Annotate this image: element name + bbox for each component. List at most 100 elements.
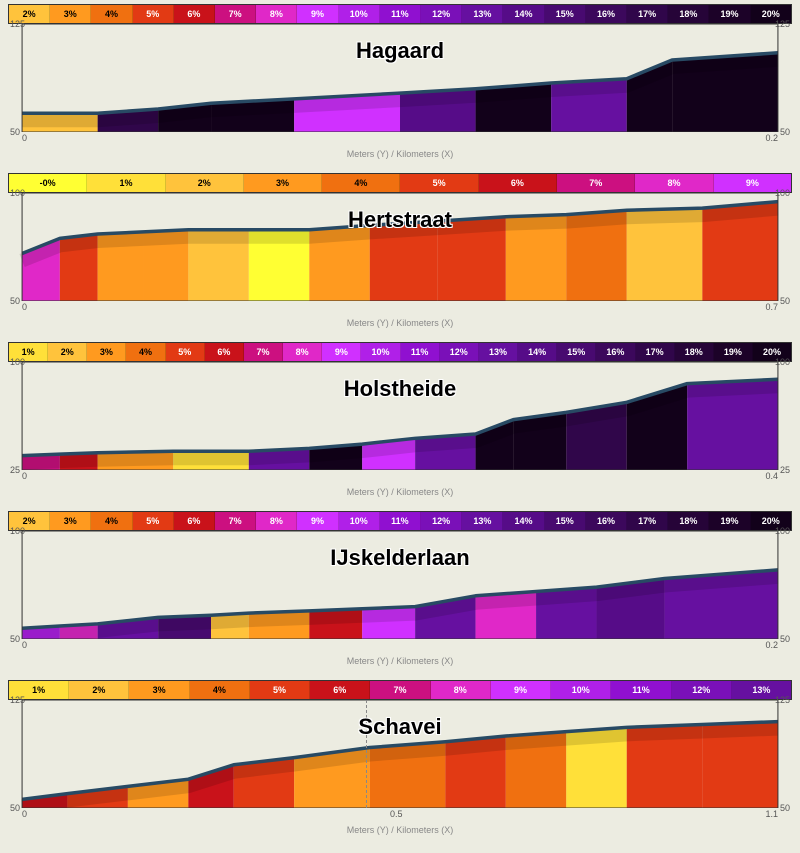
legend-cell: 9% — [297, 512, 338, 530]
y-tick: 125 — [10, 695, 25, 705]
legend-cell: 19% — [714, 343, 753, 361]
legend-cell: 11% — [380, 512, 421, 530]
legend-cell: 4% — [91, 512, 132, 530]
legend-cell: 13% — [462, 5, 503, 23]
legend-cell: 7% — [557, 174, 635, 192]
legend-cell: 6% — [479, 174, 557, 192]
legend-cell: 3% — [244, 174, 322, 192]
axis-label: Meters (Y) / Kilometers (X) — [8, 487, 792, 497]
legend-cell: 4% — [190, 681, 250, 699]
legend-cell: 15% — [557, 343, 596, 361]
legend-cell: 10% — [339, 512, 380, 530]
gradient-legend: 1%2%3%4%5%6%7%8%9%10%11%12%13% — [8, 680, 792, 700]
legend-cell: 10% — [551, 681, 611, 699]
legend-cell: 9% — [491, 681, 551, 699]
legend-cell: 3% — [50, 512, 91, 530]
legend-cell: 3% — [50, 5, 91, 23]
elevation-chart: 5050125125Schavei — [8, 700, 792, 808]
legend-cell: 6% — [205, 343, 244, 361]
elevation-panel-holstheide: 1%2%3%4%5%6%7%8%9%10%11%12%13%14%15%16%1… — [8, 342, 792, 497]
legend-cell: 14% — [503, 512, 544, 530]
y-tick: 50 — [10, 803, 20, 813]
x-tick: 0 — [22, 133, 27, 143]
y-tick: 100 — [775, 357, 790, 367]
legend-cell: 11% — [401, 343, 440, 361]
x-tick: 0.7 — [765, 302, 778, 312]
legend-cell: 10% — [339, 5, 380, 23]
legend-cell: 9% — [297, 5, 338, 23]
y-tick: 100 — [10, 526, 25, 536]
legend-cell: 5% — [166, 343, 205, 361]
y-tick: 50 — [10, 127, 20, 137]
x-tick: 0.5 — [390, 809, 403, 819]
elevation-chart: 2525100100Holstheide — [8, 362, 792, 470]
elevation-panel-ijskelderlaan: 2%3%4%5%6%7%8%9%10%11%12%13%14%15%16%17%… — [8, 511, 792, 666]
legend-cell: 2% — [166, 174, 244, 192]
y-tick: 100 — [775, 526, 790, 536]
legend-cell: 8% — [283, 343, 322, 361]
legend-cell: 3% — [129, 681, 189, 699]
legend-cell: 16% — [596, 343, 635, 361]
x-tick: 0 — [22, 302, 27, 312]
elevation-panel-hertstraat: -0%1%2%3%4%5%6%7%8%9%5050100100Hertstraa… — [8, 173, 792, 328]
legend-cell: 5% — [250, 681, 310, 699]
legend-cell: 7% — [215, 512, 256, 530]
legend-cell: 19% — [709, 5, 750, 23]
axis-label: Meters (Y) / Kilometers (X) — [8, 656, 792, 666]
y-tick: 125 — [775, 19, 790, 29]
x-axis: 00.2 — [8, 132, 792, 143]
legend-cell: 11% — [611, 681, 671, 699]
legend-cell: 4% — [322, 174, 400, 192]
legend-cell: 8% — [256, 5, 297, 23]
elevation-panel-schavei: 1%2%3%4%5%6%7%8%9%10%11%12%13%5050125125… — [8, 680, 792, 835]
legend-cell: 18% — [668, 5, 709, 23]
x-tick: 0 — [22, 809, 27, 819]
gradient-legend: 2%3%4%5%6%7%8%9%10%11%12%13%14%15%16%17%… — [8, 4, 792, 24]
x-axis: 00.7 — [8, 301, 792, 312]
legend-cell: 18% — [668, 512, 709, 530]
elevation-chart: 5050100100Hertstraat — [8, 193, 792, 301]
divider-line — [366, 700, 367, 808]
legend-cell: 10% — [361, 343, 400, 361]
elevation-chart: 5050100100IJskelderlaan — [8, 531, 792, 639]
legend-cell: 13% — [479, 343, 518, 361]
legend-cell: 11% — [380, 5, 421, 23]
axis-label: Meters (Y) / Kilometers (X) — [8, 149, 792, 159]
legend-cell: 15% — [545, 5, 586, 23]
legend-cell: 12% — [440, 343, 479, 361]
legend-cell: 5% — [400, 174, 478, 192]
legend-cell: 1% — [87, 174, 165, 192]
legend-cell: 4% — [91, 5, 132, 23]
elevation-panel-hagaard: 2%3%4%5%6%7%8%9%10%11%12%13%14%15%16%17%… — [8, 4, 792, 159]
y-tick: 50 — [10, 296, 20, 306]
gradient-legend: 2%3%4%5%6%7%8%9%10%11%12%13%14%15%16%17%… — [8, 511, 792, 531]
x-axis: 00.4 — [8, 470, 792, 481]
legend-cell: 3% — [87, 343, 126, 361]
legend-cell: 12% — [421, 512, 462, 530]
y-tick: 125 — [10, 19, 25, 29]
y-tick: 50 — [780, 296, 790, 306]
x-tick: 0.2 — [765, 640, 778, 650]
y-tick: 50 — [780, 127, 790, 137]
legend-cell: 5% — [133, 5, 174, 23]
legend-cell: 6% — [310, 681, 370, 699]
legend-cell: 7% — [370, 681, 430, 699]
axis-label: Meters (Y) / Kilometers (X) — [8, 318, 792, 328]
legend-cell: 6% — [174, 512, 215, 530]
legend-cell: 17% — [627, 5, 668, 23]
legend-cell: 14% — [503, 5, 544, 23]
legend-cell: 6% — [174, 5, 215, 23]
legend-cell: 17% — [627, 512, 668, 530]
legend-cell: 13% — [462, 512, 503, 530]
x-axis: 00.51.1 — [8, 808, 792, 819]
y-tick: 25 — [10, 465, 20, 475]
y-tick: 25 — [780, 465, 790, 475]
legend-cell: 17% — [636, 343, 675, 361]
y-tick: 100 — [775, 188, 790, 198]
y-tick: 50 — [780, 634, 790, 644]
legend-cell: 2% — [48, 343, 87, 361]
y-tick: 100 — [10, 188, 25, 198]
axis-label: Meters (Y) / Kilometers (X) — [8, 825, 792, 835]
y-tick: 125 — [775, 695, 790, 705]
y-tick: 100 — [10, 357, 25, 367]
